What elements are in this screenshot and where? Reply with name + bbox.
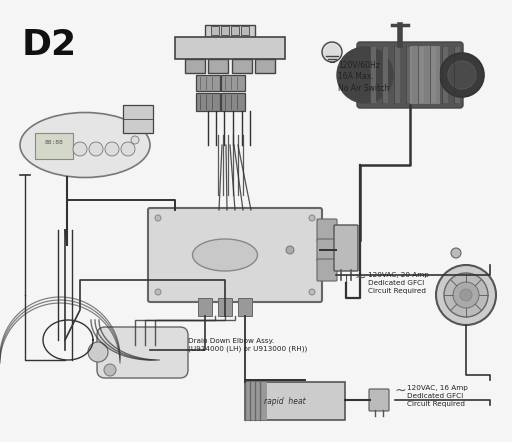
FancyBboxPatch shape	[245, 382, 345, 420]
Text: D2: D2	[22, 28, 77, 62]
Text: 120VAC, 20 Amp
Dedicated GFCI
Circuit Required: 120VAC, 20 Amp Dedicated GFCI Circuit Re…	[368, 272, 429, 294]
Bar	[185, 59, 205, 73]
Circle shape	[105, 142, 119, 156]
FancyBboxPatch shape	[357, 42, 463, 108]
Bar	[221, 26, 229, 35]
Bar	[418, 47, 424, 103]
Circle shape	[322, 42, 342, 62]
Circle shape	[131, 136, 139, 144]
Bar	[370, 47, 376, 103]
Bar	[221, 93, 245, 111]
Circle shape	[453, 282, 479, 308]
Circle shape	[309, 215, 315, 221]
Bar	[406, 47, 412, 103]
Circle shape	[460, 289, 472, 301]
Text: rapid  heat: rapid heat	[264, 396, 306, 405]
Bar	[430, 47, 436, 103]
Bar	[35, 133, 73, 159]
FancyBboxPatch shape	[97, 327, 188, 378]
Bar	[218, 298, 232, 316]
Circle shape	[436, 265, 496, 325]
FancyBboxPatch shape	[317, 259, 337, 281]
Bar	[211, 26, 219, 35]
Bar	[175, 37, 285, 59]
Circle shape	[88, 342, 108, 362]
Bar	[454, 47, 460, 103]
Ellipse shape	[20, 113, 150, 178]
Circle shape	[444, 273, 488, 317]
Bar	[232, 59, 252, 73]
Circle shape	[155, 289, 161, 295]
Bar	[382, 47, 388, 103]
Bar	[238, 298, 252, 316]
Circle shape	[73, 142, 87, 156]
Bar	[442, 47, 448, 103]
Bar	[255, 59, 275, 73]
Bar	[196, 93, 220, 111]
Circle shape	[121, 142, 135, 156]
Circle shape	[89, 142, 103, 156]
FancyBboxPatch shape	[317, 239, 337, 261]
Text: 120VAC, 16 Amp
Dedicated GFCI
Circuit Required: 120VAC, 16 Amp Dedicated GFCI Circuit Re…	[407, 385, 468, 407]
FancyBboxPatch shape	[148, 208, 322, 302]
Circle shape	[448, 61, 476, 89]
Bar	[196, 75, 220, 91]
Circle shape	[309, 289, 315, 295]
FancyBboxPatch shape	[369, 389, 389, 411]
Text: 88:88: 88:88	[45, 141, 63, 145]
Circle shape	[337, 47, 393, 103]
Circle shape	[155, 215, 161, 221]
Bar	[208, 59, 228, 73]
Text: Drain Down Elbow Assy.
(U914000 (LH) or U913000 (RH)): Drain Down Elbow Assy. (U914000 (LH) or …	[188, 338, 307, 352]
Text: 120V/60Hz
16A Max.
No Air Switch: 120V/60Hz 16A Max. No Air Switch	[338, 60, 389, 93]
Bar	[198, 298, 212, 316]
Bar	[231, 26, 239, 35]
FancyBboxPatch shape	[317, 219, 337, 241]
Bar	[241, 26, 249, 35]
Bar	[394, 47, 400, 103]
Text: ~: ~	[355, 271, 367, 285]
Bar	[245, 382, 267, 420]
Ellipse shape	[193, 239, 258, 271]
Circle shape	[440, 53, 484, 97]
Bar	[410, 46, 440, 104]
Bar	[205, 25, 255, 37]
Circle shape	[451, 248, 461, 258]
Circle shape	[286, 246, 294, 254]
FancyBboxPatch shape	[334, 225, 358, 271]
Bar	[221, 75, 245, 91]
Bar	[123, 105, 153, 133]
Circle shape	[104, 364, 116, 376]
Text: ~: ~	[395, 384, 407, 398]
